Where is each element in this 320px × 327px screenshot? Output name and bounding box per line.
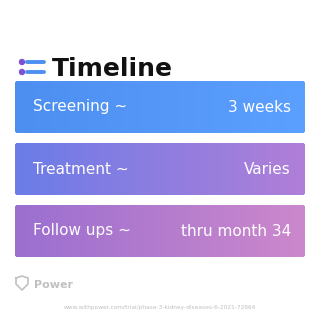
Circle shape <box>20 60 25 64</box>
FancyBboxPatch shape <box>15 81 305 133</box>
Text: thru month 34: thru month 34 <box>181 223 291 238</box>
FancyBboxPatch shape <box>15 143 305 195</box>
Text: Treatment ~: Treatment ~ <box>33 162 129 177</box>
Text: Follow ups ~: Follow ups ~ <box>33 223 131 238</box>
FancyBboxPatch shape <box>15 205 305 257</box>
Circle shape <box>20 70 25 75</box>
Text: Timeline: Timeline <box>52 57 173 81</box>
Text: Power: Power <box>34 280 73 290</box>
Text: 3 weeks: 3 weeks <box>228 99 291 114</box>
Text: Screening ~: Screening ~ <box>33 99 127 114</box>
Text: Varies: Varies <box>244 162 291 177</box>
Text: www.withpower.com/trial/phase-3-kidney-diseases-6-2021-72664: www.withpower.com/trial/phase-3-kidney-d… <box>64 304 256 309</box>
